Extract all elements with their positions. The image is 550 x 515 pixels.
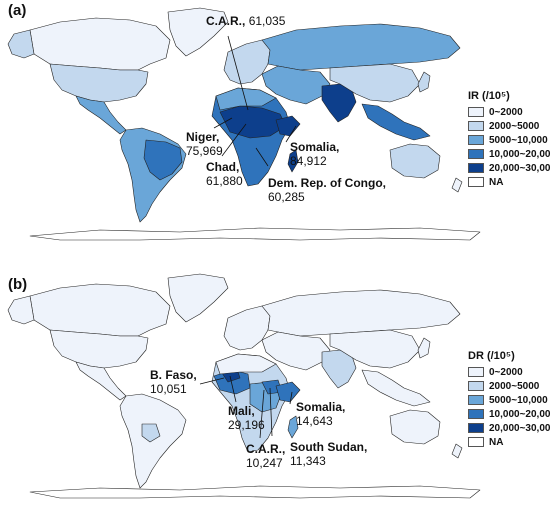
- region-alaska: [7, 295, 35, 325]
- region-brazil: [143, 139, 183, 181]
- annotation-bfaso: B. Faso, 10,051: [150, 368, 197, 396]
- region-north-africa: [215, 353, 277, 375]
- region-russia: [261, 23, 461, 71]
- legend-swatch: [468, 121, 484, 131]
- legend-item: 5000~10,000: [468, 393, 550, 407]
- leader-car: [259, 389, 265, 439]
- world-map: [7, 273, 481, 499]
- legend: DR (/10⁵) 0~2000 2000~5000 5000~10,000 1…: [468, 350, 550, 449]
- region-southeast-asia: [361, 103, 431, 141]
- leader-somalia: [289, 391, 293, 405]
- legend-item: 2000~5000: [468, 379, 550, 393]
- legend-swatch: [468, 163, 484, 173]
- region-usa: [49, 329, 149, 369]
- legend-swatch: [468, 381, 484, 391]
- legend-title: DR (/10⁵): [468, 350, 515, 362]
- annotation-mali: Mali, 29,196: [228, 404, 265, 432]
- region-horn-of-africa: [275, 381, 301, 403]
- annotation-chad: Chad, 61,880: [206, 160, 243, 188]
- legend-swatch: [468, 135, 484, 145]
- leader-south-sudan: [269, 387, 273, 437]
- panel-label: (a): [8, 2, 27, 19]
- leader-bfaso: [199, 377, 225, 385]
- region-japan: [417, 71, 431, 93]
- legend-swatch: [468, 149, 484, 159]
- leader-car: [227, 35, 249, 111]
- panel-label: (b): [8, 276, 28, 293]
- region-southeast-asia: [361, 369, 431, 407]
- leader-niger: [213, 117, 233, 129]
- region-australia: [389, 409, 441, 445]
- legend-item: 20,000~30,000: [468, 421, 550, 435]
- legend-swatch: [468, 395, 484, 405]
- region-russia: [261, 289, 461, 337]
- region-canada: [29, 17, 171, 71]
- annotation-car: C.A.R., 10,247: [246, 442, 286, 470]
- legend-swatch: [468, 107, 484, 117]
- region-antarctica: [29, 485, 481, 499]
- legend-item: 20,000~30,000: [468, 161, 550, 175]
- panel-b: (b): [0, 258, 550, 515]
- annotation-niger: Niger, 75,969: [186, 130, 223, 158]
- legend: IR (/10⁵) 0~2000 2000~5000 5000~10,000 1…: [468, 90, 550, 189]
- region-alaska: [7, 29, 35, 59]
- region-madagascar: [287, 415, 299, 439]
- legend-swatch: [468, 367, 484, 377]
- legend-swatch: [468, 423, 484, 433]
- legend-item: 10,000~20,000: [468, 147, 550, 161]
- region-east-asia: [329, 63, 421, 103]
- region-east-asia: [329, 329, 421, 369]
- world-map: [7, 7, 481, 241]
- leader-congo: [255, 147, 269, 167]
- legend-item: 0~2000: [468, 365, 550, 379]
- legend-item: 5000~10,000: [468, 133, 550, 147]
- legend-swatch: [468, 177, 484, 187]
- panel-a: (a): [0, 0, 550, 257]
- region-south-america: [119, 393, 187, 489]
- region-new-zealand: [451, 443, 463, 459]
- leader-somalia: [285, 125, 297, 143]
- region-canada: [29, 283, 171, 337]
- region-usa: [49, 63, 149, 103]
- annotation-somalia: Somalia, 14,643: [296, 400, 346, 428]
- region-madagascar: [287, 149, 299, 173]
- legend-item: NA: [468, 435, 550, 449]
- legend-swatch: [468, 437, 484, 447]
- region-bolivia: [141, 423, 161, 443]
- region-north-africa: [215, 87, 277, 111]
- region-japan: [417, 337, 431, 359]
- annotation-car: C.A.R., 61,035: [206, 14, 286, 28]
- region-greenland: [167, 7, 229, 57]
- legend-swatch: [468, 409, 484, 419]
- legend-title: IR (/10⁵): [468, 90, 510, 102]
- legend-item: NA: [468, 175, 550, 189]
- region-antarctica: [29, 227, 481, 241]
- region-mexico: [75, 361, 127, 401]
- annotation-south-sudan: South Sudan, 11,343: [290, 440, 368, 468]
- region-greenland: [167, 273, 229, 323]
- legend-item: 2000~5000: [468, 119, 550, 133]
- region-mexico: [75, 95, 127, 135]
- legend-item: 0~2000: [468, 105, 550, 119]
- region-new-zealand: [451, 177, 463, 193]
- region-australia: [389, 143, 441, 179]
- leader-chad: [221, 123, 247, 157]
- region-horn-of-africa: [275, 115, 301, 137]
- legend-item: 10,000~20,000: [468, 407, 550, 421]
- annotation-congo: Dem. Rep. of Congo, 60,285: [268, 176, 386, 204]
- leader-mali: [229, 375, 237, 403]
- annotation-somalia: Somalia, 84,912: [290, 140, 340, 168]
